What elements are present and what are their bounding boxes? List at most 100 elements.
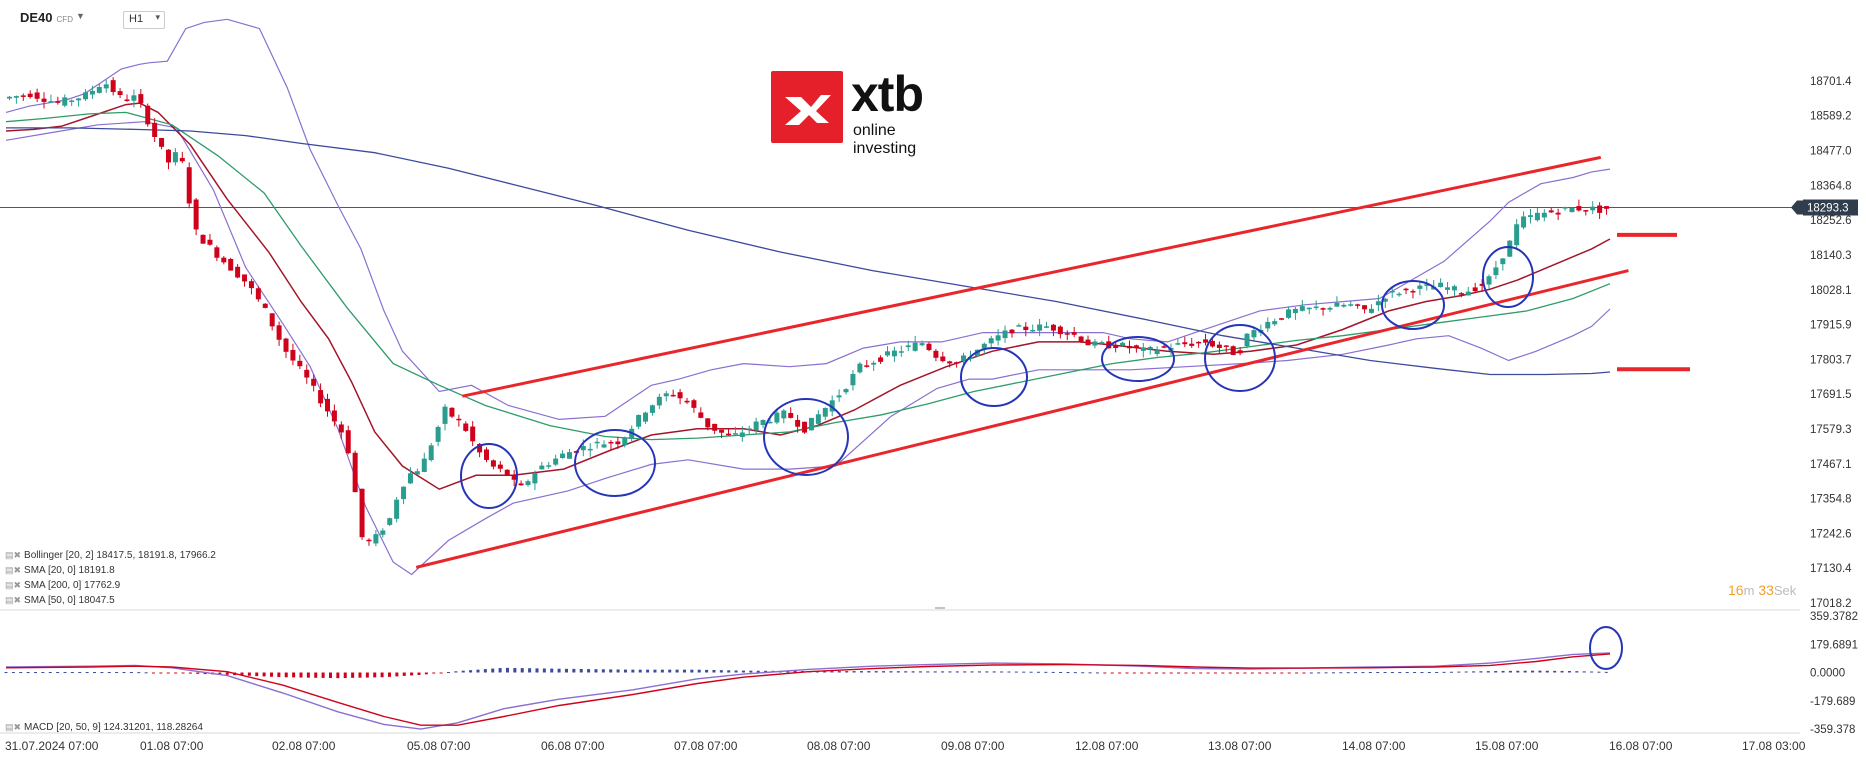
candle-body	[1161, 346, 1167, 348]
macd-histogram-bar	[734, 670, 738, 673]
x-tick-label: 31.07.2024 07:00	[5, 739, 99, 753]
x-tick-label: 05.08 07:00	[407, 739, 471, 753]
macd-histogram-bar	[1265, 672, 1269, 674]
macd-histogram-bar	[1073, 672, 1077, 674]
candle-body	[760, 419, 766, 426]
legend-sma50[interactable]: ▤✖ SMA [50, 0] 18047.5	[5, 595, 115, 606]
timeframe-select[interactable]: H1 ▾	[123, 11, 165, 29]
macd-histogram-bar	[1553, 670, 1557, 673]
macd-histogram-bar	[1110, 672, 1114, 674]
legend-sma20[interactable]: ▤✖ SMA [20, 0] 18191.8	[5, 565, 115, 576]
settings-icon[interactable]: ▤✖	[5, 722, 22, 732]
macd-histogram-bar	[1331, 672, 1335, 674]
macd-histogram-bar	[1022, 671, 1026, 673]
settings-icon[interactable]: ▤✖	[5, 550, 22, 560]
macd-histogram-bar	[1567, 671, 1571, 673]
macd-histogram-bar	[1508, 670, 1512, 673]
macd-histogram-bar	[439, 672, 443, 674]
chevron-down-icon[interactable]: ▼	[76, 11, 85, 21]
macd-histogram-bar	[764, 670, 768, 673]
candle-body	[414, 471, 420, 475]
macd-histogram-bar	[491, 668, 495, 673]
candle-body	[850, 374, 856, 386]
candle-body	[27, 93, 33, 98]
settings-icon[interactable]: ▤✖	[5, 595, 22, 605]
macd-histogram-bar	[1324, 672, 1328, 674]
candle-body	[1147, 346, 1153, 350]
x-tick-label: 02.08 07:00	[272, 739, 336, 753]
candle-body	[1348, 304, 1354, 306]
candle-body	[290, 349, 296, 361]
candle-body	[891, 350, 897, 357]
channel-upper-line	[462, 155, 1602, 398]
macd-histogram-bar	[351, 672, 355, 678]
symbol-selector[interactable]: DE40 CFD	[20, 10, 73, 25]
candle-body	[746, 428, 752, 430]
candle-body	[788, 412, 794, 418]
candle-body	[905, 345, 911, 348]
y-tick-label: 18028.1	[1810, 285, 1852, 297]
macd-histogram-bar	[904, 671, 908, 673]
candle-body	[1576, 206, 1582, 211]
y-tick-label: 17691.5	[1810, 389, 1852, 401]
y-tick-label: 17579.3	[1810, 424, 1852, 436]
macd-histogram-bar	[1442, 671, 1446, 673]
macd-histogram-bar	[11, 672, 15, 674]
macd-histogram-bar	[122, 672, 126, 674]
settings-icon[interactable]: ▤✖	[5, 565, 22, 575]
chart-toolbar: DE40 CFD ▼ H1 ▾	[0, 0, 1866, 30]
current-price-label: 18293.3	[1807, 203, 1849, 215]
candle-body	[1286, 309, 1292, 318]
candle-body	[601, 444, 607, 448]
candle-body	[1071, 332, 1077, 335]
candle-body	[1209, 340, 1215, 347]
candle-body	[6, 96, 12, 99]
macd-histogram-bar	[1081, 672, 1085, 674]
legend-sma200[interactable]: ▤✖ SMA [200, 0] 17762.9	[5, 580, 120, 591]
candle-body	[428, 445, 434, 461]
legend-bollinger[interactable]: ▤✖ Bollinger [20, 2] 18417.5, 18191.8, 17…	[5, 550, 216, 561]
y-tick-label: 17467.1	[1810, 459, 1852, 471]
macd-histogram-bar	[1036, 671, 1040, 673]
candle-body	[262, 303, 268, 308]
candle-body	[1050, 324, 1056, 331]
macd-histogram-bar	[380, 672, 384, 678]
candle-body	[504, 469, 510, 476]
candle-body	[124, 99, 130, 101]
macd-histogram-bar	[1538, 670, 1542, 673]
macd-y-tick-label: 179.6891	[1810, 639, 1858, 651]
macd-histogram-bar	[48, 672, 52, 674]
candle-body	[725, 433, 731, 436]
candle-body	[1569, 207, 1575, 213]
macd-histogram-bar	[697, 669, 701, 673]
macd-histogram-bar	[1590, 671, 1594, 673]
candle-body	[338, 424, 344, 433]
candle-body	[89, 90, 95, 95]
macd-histogram-bar	[1420, 672, 1424, 674]
candle-body	[1299, 306, 1305, 311]
legend-macd-label: MACD [20, 50, 9] 124.31201, 118.28264	[24, 722, 203, 733]
candle-body	[836, 395, 842, 398]
candle-body	[497, 464, 503, 469]
settings-icon[interactable]: ▤✖	[5, 580, 22, 590]
macd-histogram-bar	[1376, 672, 1380, 674]
symbol-name: DE40	[20, 10, 53, 25]
macd-line	[5, 652, 1611, 730]
candle-body	[1534, 212, 1540, 221]
candle-body	[449, 407, 455, 417]
highlight-circle	[960, 347, 1028, 407]
candle-body	[684, 400, 690, 403]
macd-histogram-bar	[653, 669, 657, 673]
macd-histogram-bar	[56, 672, 60, 674]
macd-histogram-bar	[1486, 671, 1490, 673]
macd-histogram-bar	[63, 672, 67, 674]
macd-histogram-bar	[1427, 672, 1431, 674]
candle-body	[1403, 288, 1409, 291]
macd-histogram-bar	[867, 671, 871, 673]
timer-minutes: 16	[1728, 582, 1744, 598]
legend-macd[interactable]: ▤✖ MACD [20, 50, 9] 124.31201, 118.28264	[5, 722, 203, 733]
candle-body	[1037, 324, 1043, 331]
candle-timer: 16m 33Sek	[1728, 582, 1796, 598]
